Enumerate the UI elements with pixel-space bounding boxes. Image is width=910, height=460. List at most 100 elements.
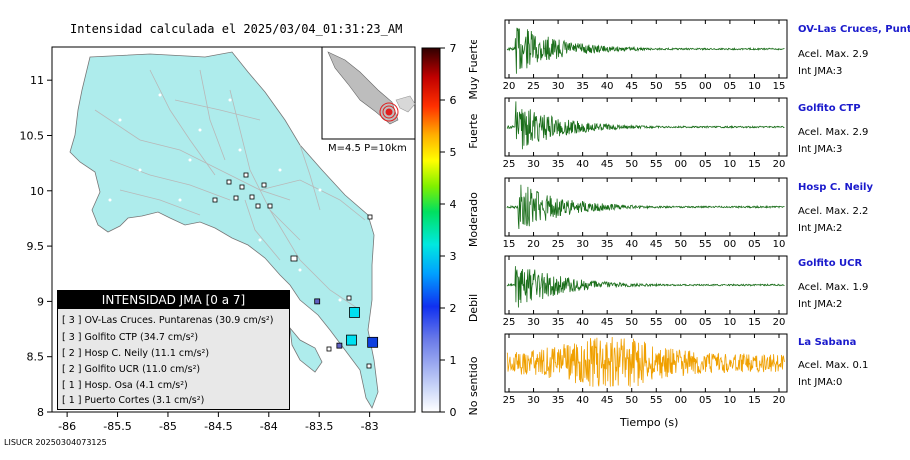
waveform-tick-label: 35 — [552, 395, 565, 406]
waveform-tick-label: 45 — [601, 317, 614, 328]
waveform-tick-label: 30 — [527, 159, 540, 170]
waveform-tick-label: 00 — [724, 239, 737, 250]
colorbar-tick-label: 0 — [450, 406, 457, 419]
waveform-tick-label: 40 — [601, 81, 614, 92]
waveform-tick-label: 25 — [503, 395, 516, 406]
map-x-tick-label: -83 — [361, 420, 379, 433]
waveform-tick-label: 55 — [650, 395, 663, 406]
intensity-colorbar: 0 1 2 3 4 5 6 7 No sentido Debil Moderado Fuerte Mu… — [421, 40, 480, 419]
waveform-tick-label: 35 — [552, 159, 565, 170]
waveform-tick-label: 55 — [650, 159, 663, 170]
map-x-tick-label: -84 — [260, 420, 278, 433]
waveform-tick-label: 25 — [552, 239, 565, 250]
legend-row: [ 1 ] Hosp. Osa (4.1 cm/s²) — [62, 380, 188, 391]
waveform-tick-label: 25 — [503, 159, 516, 170]
waveform-tick-label: 15 — [773, 81, 786, 92]
waveform-tick-label: 25 — [527, 81, 540, 92]
waveform-tick-label: 05 — [699, 317, 712, 328]
station-int: Int JMA:2 — [798, 223, 843, 234]
waveform-tick-label: 20 — [773, 317, 786, 328]
waveform-panels: 20 25 30 35 40 45 50 55 00 05 10 15 25 30 35 40 45 50 55 00… — [503, 19, 788, 406]
waveform-tick-label: 10 — [748, 81, 761, 92]
waveform-tick-label: 00 — [674, 317, 687, 328]
x-axis-label: Tiempo (s) — [620, 416, 679, 429]
map-y-tick-label: 11 — [30, 74, 44, 87]
waveform-tick-label: 20 — [527, 239, 540, 250]
station-name-golfito-ctp: Golfito CTP — [798, 103, 861, 114]
waveform-tick-label: 50 — [650, 81, 663, 92]
waveform-tick-label: 45 — [601, 159, 614, 170]
colorbar-tick-label: 2 — [450, 302, 457, 315]
waveform-tick-label: 20 — [773, 395, 786, 406]
waveform-tick-label: 05 — [748, 239, 761, 250]
colorbar-tick-label: 1 — [450, 354, 457, 367]
map-y-tick-label: 10.5 — [20, 129, 45, 142]
map-x-tick-label: -84.5 — [204, 420, 232, 433]
waveform-tick-label: 00 — [674, 395, 687, 406]
map-x-tick-label: -86 — [58, 420, 76, 433]
waveform-tick-label: 30 — [576, 239, 589, 250]
waveform-tick-label: 10 — [724, 317, 737, 328]
station-accel: Acel. Max. 2.9 — [798, 49, 869, 60]
station-name-hosp-c-neily: Hosp C. Neily — [798, 182, 873, 193]
waveform-panel: 20 25 30 35 40 45 50 55 00 05 10 15 — [503, 19, 788, 92]
waveform-tick-label: 40 — [576, 395, 589, 406]
station-int: Int JMA:3 — [798, 144, 843, 155]
colorbar-tick-label: 7 — [450, 42, 457, 55]
footer-id: LISUCR 20250304073125 — [4, 438, 107, 447]
waveform-tick-label: 40 — [576, 317, 589, 328]
waveform-tick-label: 55 — [699, 239, 712, 250]
map-station-marker — [349, 307, 360, 318]
costa-rica-landmass — [69, 51, 379, 409]
colorbar-tick-label: 5 — [450, 146, 457, 159]
colorbar-category-label: Fuerte — [467, 113, 480, 148]
waveform-line — [506, 27, 785, 74]
intensity-legend: INTENSIDAD JMA [0 a 7] [ 3 ] OV-Las Cruc… — [57, 290, 290, 410]
waveform-tick-label: 00 — [699, 81, 712, 92]
waveform-tick-label: 10 — [724, 395, 737, 406]
map-y-tick-label: 8 — [37, 406, 44, 419]
station-int: Int JMA:0 — [798, 377, 843, 388]
waveform-tick-label: 15 — [748, 395, 761, 406]
waveform-tick-label: 15 — [748, 159, 761, 170]
legend-row: [ 1 ] Puerto Cortes (3.1 cm/s²) — [62, 395, 205, 406]
colorbar-category-label: Debil — [467, 294, 480, 322]
legend-row: [ 2 ] Golfito UCR (11.0 cm/s²) — [62, 364, 201, 375]
station-accel: Acel. Max. 2.9 — [798, 127, 869, 138]
station-int: Int JMA:3 — [798, 66, 843, 77]
waveform-tick-label: 50 — [674, 239, 687, 250]
waveform-tick-label: 40 — [576, 159, 589, 170]
map-y-tick-label: 9.5 — [27, 240, 45, 253]
station-int: Int JMA:2 — [798, 299, 843, 310]
waveform-tick-label: 30 — [527, 395, 540, 406]
waveform-tick-label: 05 — [699, 395, 712, 406]
waveform-tick-label: 15 — [748, 317, 761, 328]
waveform-tick-label: 50 — [625, 395, 638, 406]
waveform-panel: 25 30 35 40 45 50 55 00 05 10 15 20 — [503, 333, 788, 406]
map-station-marker — [367, 336, 379, 348]
waveform-tick-label: 55 — [650, 317, 663, 328]
map-x-tick-label: -85 — [159, 420, 177, 433]
station-accel: Acel. Max. 2.2 — [798, 206, 869, 217]
waveform-tick-label: 25 — [503, 317, 516, 328]
station-name-ov-las-cruces: OV-Las Cruces, Puntar — [798, 24, 910, 35]
epicenter-icon — [379, 102, 399, 122]
waveform-tick-label: 05 — [724, 81, 737, 92]
waveform-line — [506, 266, 785, 308]
colorbar-category-label: Moderado — [467, 192, 480, 247]
waveform-tick-label: 50 — [625, 159, 638, 170]
waveform-tick-label: 55 — [674, 81, 687, 92]
waveform-tick-label: 15 — [503, 239, 516, 250]
map-station-marker — [336, 342, 343, 349]
waveform-tick-label: 50 — [625, 317, 638, 328]
map-y-tick-label: 8.5 — [27, 351, 45, 364]
legend-row: [ 3 ] Golfito CTP (34.7 cm/s²) — [62, 332, 199, 343]
waveform-tick-label: 45 — [625, 81, 638, 92]
waveform-tick-label: 35 — [601, 239, 614, 250]
waveform-tick-label: 35 — [552, 317, 565, 328]
waveform-tick-label: 10 — [724, 159, 737, 170]
waveform-tick-label: 00 — [674, 159, 687, 170]
map-station-marker — [346, 334, 357, 346]
waveform-tick-label: 45 — [650, 239, 663, 250]
waveform-tick-label: 45 — [601, 395, 614, 406]
